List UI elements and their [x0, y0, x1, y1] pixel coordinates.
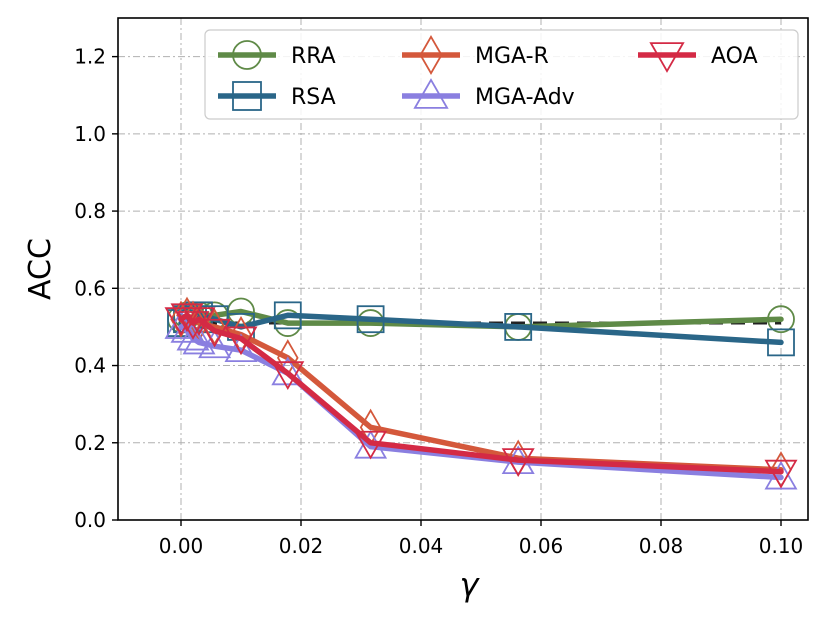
legend-item-rsa: RSA [218, 81, 336, 111]
data-point-aoa [198, 318, 232, 348]
legend-item-mga-r: MGA-R [402, 34, 549, 76]
legend-label-rra: RRA [291, 44, 336, 69]
data-point-rsa [356, 305, 385, 334]
legend-label-rsa: RSA [291, 85, 336, 110]
x-tick-label: 0.06 [519, 534, 564, 558]
y-tick-label: 0.8 [74, 199, 106, 223]
y-tick-label: 1.2 [74, 45, 106, 69]
x-tick-label: 0.04 [399, 534, 444, 558]
data-point-mga-adv [271, 356, 305, 386]
x-tick-label: 0.10 [759, 534, 804, 558]
data-point-rsa [273, 301, 302, 330]
legend-marker-rra [232, 40, 262, 70]
y-tick-label: 1.0 [74, 122, 106, 146]
legend-label-aoa: AOA [711, 44, 758, 69]
ticks: 0.00 0.02 0.04 0.06 0.08 0.10 0.0 0.2 0.4 0.6 0.8 1… [74, 45, 803, 558]
data-point-aoa [764, 459, 798, 489]
legend-marker-mga-adv [413, 78, 449, 109]
legend-item-mga-adv: MGA-Adv [402, 78, 575, 110]
legend-marker-aoa [649, 42, 685, 73]
legend-item-rra: RRA [218, 40, 336, 70]
data-point-rsa [504, 313, 533, 341]
x-axis-label: γ [460, 566, 481, 604]
legend-label-mga-adv: MGA-Adv [475, 85, 575, 110]
x-tick-label: 0.08 [639, 534, 684, 558]
data-point-mga-adv [176, 321, 210, 351]
data-point-aoa [224, 326, 258, 356]
data-point-rra [767, 305, 795, 334]
data-point-aoa [170, 303, 204, 333]
series-mga-adv [164, 310, 798, 490]
y-tick-label: 0.4 [74, 354, 106, 378]
series-line-mga-adv [178, 324, 784, 481]
data-point-aoa [182, 307, 216, 336]
series-aoa [164, 303, 798, 489]
legend: RRA RSA MGA-R MGA-Adv AOA [204, 29, 799, 120]
legend-item-aoa: AOA [638, 42, 758, 73]
data-point-mga-adv [164, 310, 198, 339]
legend-marker-rsa [232, 81, 262, 111]
y-tick-label: 0.0 [74, 508, 106, 532]
x-tick-label: 0.02 [279, 534, 324, 558]
data-point-aoa [176, 311, 210, 340]
data-point-aoa [164, 307, 198, 336]
y-tick-label: 0.6 [74, 276, 106, 300]
data-point-mga-adv [170, 314, 204, 343]
data-point-mga-adv [764, 460, 798, 490]
data-point-aoa [271, 361, 305, 391]
x-tick-label: 0.00 [159, 534, 204, 558]
data-point-mga-adv [182, 325, 216, 355]
legend-marker-mga-r [419, 34, 443, 76]
plot-frame [117, 17, 809, 521]
data-point-mga-adv [198, 329, 232, 359]
legend-label-mga-r: MGA-R [475, 44, 549, 69]
y-tick-label: 0.2 [74, 431, 106, 455]
data-point-aoa [354, 430, 388, 460]
y-axis-label: ACC [23, 238, 58, 300]
data-point-rsa [767, 328, 795, 357]
data-point-aoa [501, 448, 535, 477]
data-point-mga-adv [224, 333, 258, 363]
series-layer [164, 296, 798, 490]
